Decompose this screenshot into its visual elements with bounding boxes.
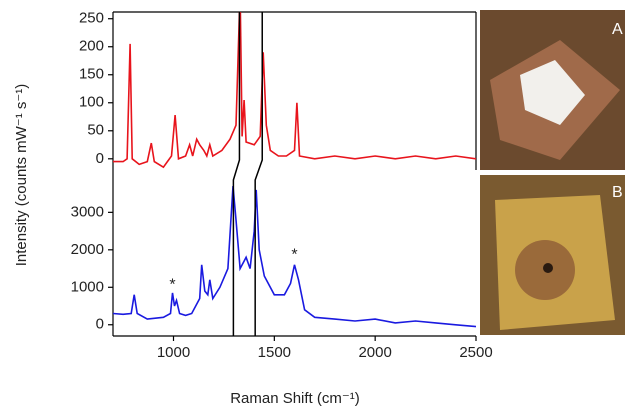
x-tick-label: 1500 (258, 344, 291, 361)
photo-a: A (480, 10, 625, 170)
spectrum-line (113, 186, 476, 328)
spectrum-line (113, 12, 476, 169)
y-tick-label: 3000 (71, 203, 104, 220)
y-tick-label: 50 (87, 122, 104, 139)
annotation: * (169, 277, 175, 294)
y-tick-label: 200 (79, 38, 104, 55)
y-tick-label: 100 (79, 94, 104, 111)
x-tick-label: 1000 (157, 344, 190, 361)
connector-line (254, 12, 263, 336)
y-axis-label: Intensity (counts mW⁻¹ s⁻¹) (13, 84, 30, 267)
annotation: * (291, 247, 297, 264)
y-tick-label: 0 (96, 316, 104, 333)
y-tick-label: 0 (96, 150, 104, 167)
y-tick-label: 150 (79, 66, 104, 83)
y-tick-label: 2000 (71, 241, 104, 258)
y-tick-label: 1000 (71, 278, 104, 295)
photo-b: B (480, 175, 625, 335)
panel-label: A (612, 21, 623, 38)
x-tick-label: 2500 (459, 344, 492, 361)
y-tick-label: 250 (79, 10, 104, 27)
x-axis-label: Raman Shift (cm⁻¹) (230, 390, 360, 407)
connector-line (232, 12, 241, 336)
x-tick-label: 2000 (358, 344, 391, 361)
panel-label: B (612, 184, 623, 201)
